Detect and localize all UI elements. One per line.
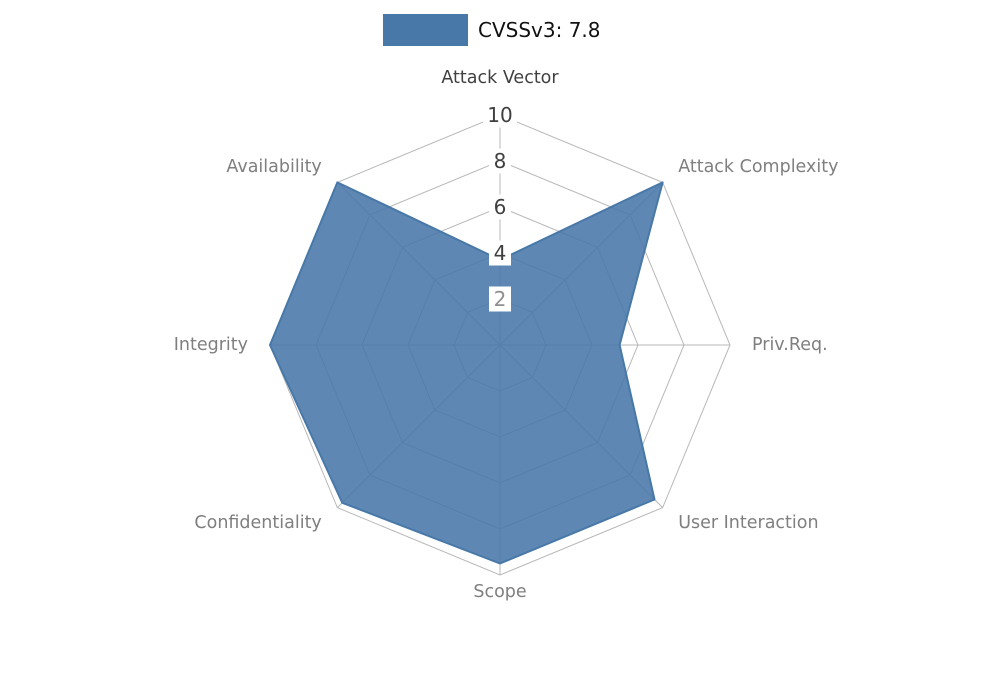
legend-swatch [383, 14, 468, 46]
tick-label-box [483, 102, 517, 128]
legend: CVSSv3: 7.8 [383, 14, 601, 46]
tick-label: 6 [494, 195, 507, 219]
axis-label-integrity: Integrity [174, 335, 248, 355]
axis-label-availability: Availability [226, 157, 321, 177]
tick-label: 4 [494, 241, 507, 265]
axis-label-attack-complexity: Attack Complexity [678, 157, 838, 177]
data-polygon [269, 181, 664, 565]
axis-label-attack-vector: Attack Vector [441, 68, 559, 88]
legend-label: CVSSv3: 7.8 [478, 18, 601, 42]
tick-label: 10 [487, 103, 512, 127]
axis-label-user-interaction: User Interaction [678, 513, 818, 533]
tick-label-box [489, 240, 511, 266]
axis-label-confidentiality: Confidentiality [194, 513, 321, 533]
axis-label-priv-req: Priv.Req. [752, 335, 828, 355]
axis-label-scope: Scope [473, 582, 526, 602]
tick-label-box [489, 148, 511, 174]
tick-label: 8 [494, 149, 507, 173]
tick-label-box [489, 194, 511, 220]
tick-label-box [489, 286, 511, 312]
tick-label: 2 [494, 287, 507, 311]
